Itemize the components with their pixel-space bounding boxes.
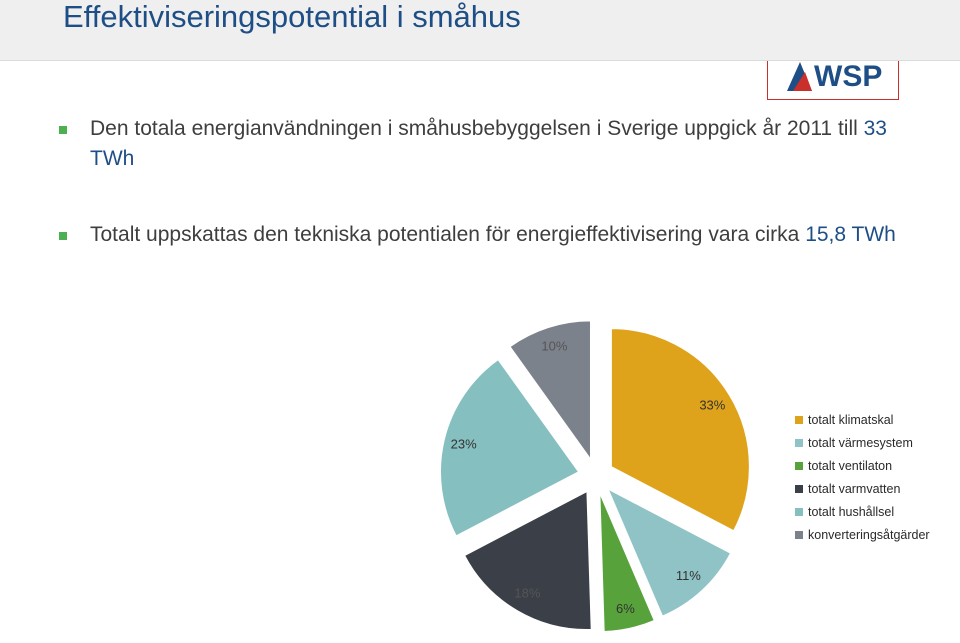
pie-label-6: 10% <box>541 339 567 354</box>
bullet-1: Den totala energianvändningen i småhusbe… <box>90 114 910 174</box>
chart-legend: totalt klimatskal totalt värmesystem total… <box>795 408 930 546</box>
pie-label-3: 6% <box>616 601 635 616</box>
logo-text: WSP <box>814 60 883 93</box>
legend-item-6: konverteringsåtgärder <box>795 523 930 546</box>
legend-swatch <box>795 484 803 493</box>
legend-swatch <box>795 461 803 470</box>
bullet-1-highlight: 33 TWh <box>90 117 887 170</box>
legend-label: totalt klimatskal <box>808 412 894 427</box>
title-divider <box>0 60 960 61</box>
legend-swatch <box>795 507 803 516</box>
legend-item-3: totalt ventilaton <box>795 454 930 477</box>
pie-label-5: 23% <box>451 437 477 452</box>
legend-label: totalt varmvatten <box>808 481 901 496</box>
pie-slice-1 <box>610 328 750 532</box>
legend-item-1: totalt klimatskal <box>795 408 930 431</box>
pie-label-1: 33% <box>699 398 725 413</box>
bullet-1-text: Den totala energianvändningen i småhusbe… <box>90 117 864 140</box>
pie-label-4: 18% <box>514 585 540 600</box>
bullet-2-text: Totalt uppskattas den tekniska potential… <box>90 223 806 246</box>
bullet-marker-icon <box>59 126 67 134</box>
legend-label: totalt hushållsel <box>808 504 895 519</box>
pie-slice-5 <box>439 358 580 537</box>
pie-slice-4 <box>463 490 592 630</box>
legend-swatch <box>795 415 803 424</box>
pie-slice-6 <box>509 320 591 461</box>
title-bar <box>0 0 960 60</box>
legend-swatch <box>795 438 803 447</box>
bullet-marker-icon <box>59 232 67 240</box>
page-title: Effektiviseringspotential i småhus <box>63 0 521 34</box>
pie-slice-3 <box>599 493 655 633</box>
bullet-2-highlight: 15,8 TWh <box>805 223 896 246</box>
legend-label: totalt värmesystem <box>808 435 913 450</box>
legend-label: konverteringsåtgärder <box>808 527 930 542</box>
legend-label: totalt ventilaton <box>808 458 893 473</box>
legend-swatch <box>795 530 803 539</box>
legend-item-4: totalt varmvatten <box>795 477 930 500</box>
pie-slice-2 <box>607 488 732 617</box>
pie-label-2: 11% <box>676 568 701 583</box>
legend-item-2: totalt värmesystem <box>795 431 930 454</box>
bullet-2: Totalt uppskattas den tekniska potential… <box>90 220 910 250</box>
legend-item-5: totalt hushållsel <box>795 500 930 523</box>
